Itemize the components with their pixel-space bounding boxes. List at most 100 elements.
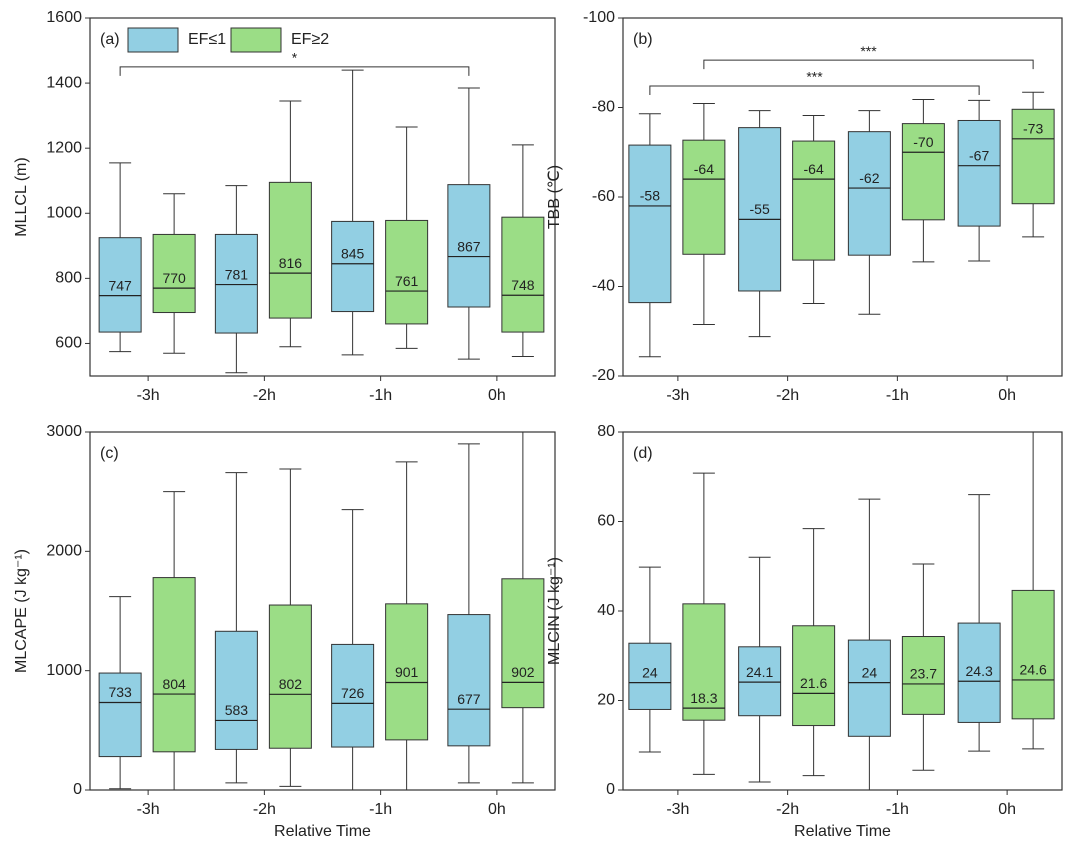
y-axis-label: MLCIN (J kg⁻¹) (546, 557, 563, 665)
y-tick-label: -40 (592, 278, 615, 295)
y-tick-label: 0 (73, 781, 82, 798)
box (628, 144, 672, 304)
y-tick-label: 60 (597, 513, 615, 530)
legend-label: EF≤1 (188, 31, 226, 48)
y-tick-label: -100 (583, 9, 615, 26)
plot-frame (89, 17, 556, 377)
box (447, 614, 491, 747)
box (628, 642, 672, 710)
median-label: 24.3 (966, 663, 993, 679)
y-tick-label: -20 (592, 367, 615, 384)
box (385, 603, 429, 741)
y-tick-label: -80 (592, 99, 615, 116)
box (501, 216, 545, 333)
panel-label: (a) (100, 31, 120, 48)
y-tick-label: 1000 (46, 204, 82, 221)
box (1011, 108, 1055, 205)
box (792, 625, 836, 727)
x-axis-label: Relative Time (274, 823, 371, 840)
x-tick-label: 0h (998, 801, 1016, 818)
y-tick-label: 2000 (46, 543, 82, 560)
significance-label: *** (806, 69, 823, 85)
median-label: 18.3 (690, 690, 717, 706)
x-tick-label: -1h (886, 387, 909, 404)
median-label: 748 (511, 277, 535, 293)
median-label: 781 (225, 266, 249, 282)
box (152, 233, 196, 314)
y-tick-label: 1000 (46, 662, 82, 679)
y-axis-label: MLCAPE (J kg⁻¹) (13, 549, 30, 673)
median-label: -67 (969, 147, 989, 163)
x-tick-label: -3h (666, 387, 689, 404)
y-tick-label: 800 (55, 270, 82, 287)
y-tick-label: 0 (606, 781, 615, 798)
panel-label: (b) (633, 31, 653, 48)
median-label: -62 (859, 170, 879, 186)
x-tick-label: -1h (369, 801, 392, 818)
median-label: 902 (511, 664, 535, 680)
significance-label: *** (860, 43, 877, 59)
median-label: 804 (162, 676, 186, 692)
box (98, 672, 142, 758)
median-label: -70 (913, 134, 933, 150)
median-label: 677 (457, 691, 481, 707)
box (1011, 589, 1055, 720)
median-label: 761 (395, 273, 419, 289)
box (682, 603, 726, 721)
x-tick-label: 0h (998, 387, 1016, 404)
plot-frame (89, 431, 556, 791)
x-tick-label: -3h (666, 801, 689, 818)
y-tick-label: 40 (597, 602, 615, 619)
significance-bracket (649, 85, 980, 96)
median-label: 583 (225, 702, 249, 718)
box (331, 643, 375, 748)
box (847, 131, 891, 256)
median-label: 845 (341, 245, 365, 261)
y-axis-label: MLLCL (m) (13, 157, 30, 236)
x-tick-label: -2h (253, 801, 276, 818)
box (738, 127, 782, 292)
box (98, 237, 142, 333)
x-tick-label: 0h (488, 801, 506, 818)
box (792, 140, 836, 261)
box (268, 181, 312, 319)
median-label: 24 (862, 664, 878, 680)
median-label: 816 (279, 255, 303, 271)
y-tick-label: 80 (597, 423, 615, 440)
x-axis-label: Relative Time (794, 823, 891, 840)
significance-label: * (292, 50, 298, 66)
median-label: 867 (457, 238, 481, 254)
box (214, 233, 258, 334)
median-label: -73 (1023, 121, 1043, 137)
median-label: -58 (640, 188, 660, 204)
box (901, 123, 945, 221)
box (331, 220, 375, 313)
median-label: 901 (395, 664, 419, 680)
x-tick-label: -3h (137, 387, 160, 404)
panel-label: (c) (100, 445, 119, 462)
x-tick-label: -3h (137, 801, 160, 818)
median-label: -64 (694, 161, 714, 177)
x-tick-label: -2h (776, 387, 799, 404)
x-tick-label: 0h (488, 387, 506, 404)
y-tick-label: -60 (592, 188, 615, 205)
x-tick-label: -2h (253, 387, 276, 404)
legend-label: EF≥2 (291, 31, 329, 48)
y-axis-label: TBB (℃) (546, 165, 563, 229)
median-label: 747 (108, 277, 132, 293)
y-tick-label: 600 (55, 335, 82, 352)
box (738, 646, 782, 717)
median-label: 770 (162, 270, 186, 286)
median-label: 24 (642, 664, 658, 680)
box (957, 119, 1001, 227)
y-tick-label: 3000 (46, 423, 82, 440)
box (385, 219, 429, 325)
panel-label: (d) (633, 445, 653, 462)
y-tick-label: 1200 (46, 139, 82, 156)
median-label: 23.7 (910, 666, 937, 682)
box (214, 630, 258, 750)
median-label: 24.6 (1020, 662, 1047, 678)
median-label: 733 (108, 684, 132, 700)
